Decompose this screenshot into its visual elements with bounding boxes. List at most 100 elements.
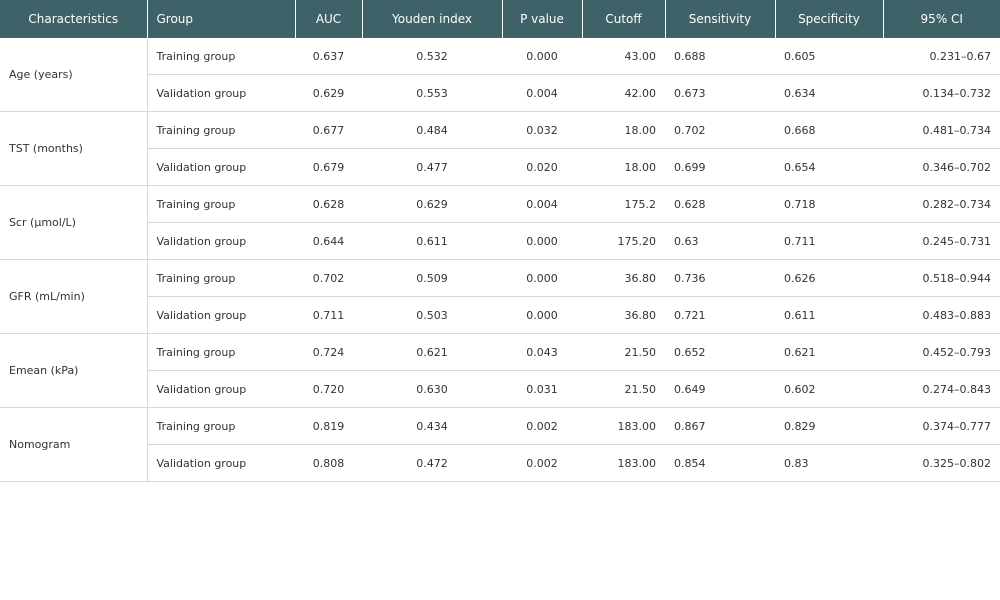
ci-cell: 0.245–0.731 <box>883 222 1000 260</box>
specificity-cell: 0.621 <box>775 333 883 371</box>
p-value-cell: 0.002 <box>502 407 582 445</box>
header-row: Characteristics Group AUC Youden index P… <box>0 0 1000 38</box>
group-cell: Validation group <box>147 444 295 482</box>
table-row: Age (years) Training group 0.637 0.532 0… <box>0 38 1000 112</box>
cutoff-cell: 183.00 <box>582 407 665 445</box>
characteristic-cell: Age (years) <box>0 38 148 112</box>
group-cell: Validation group <box>147 222 295 260</box>
results-table: Characteristics Group AUC Youden index P… <box>0 0 1000 482</box>
group-cell: Training group <box>147 333 295 371</box>
p-value-cell: 0.020 <box>502 148 582 186</box>
ci-cell: 0.374–0.777 <box>883 407 1000 445</box>
ci-cell: 0.282–0.734 <box>883 185 1000 223</box>
group-cell: Training group <box>147 111 295 149</box>
p-value-cell: 0.000 <box>502 38 582 75</box>
ci-cell: 0.346–0.702 <box>883 148 1000 186</box>
sensitivity-cell: 0.721 <box>665 296 775 334</box>
auc-cell: 0.644 <box>295 222 362 260</box>
characteristic-cell: Emean (kPa) <box>0 333 148 408</box>
cutoff-cell: 36.80 <box>582 296 665 334</box>
youden-cell: 0.434 <box>362 407 502 445</box>
group-cell: Validation group <box>147 148 295 186</box>
ci-cell: 0.325–0.802 <box>883 444 1000 482</box>
sensitivity-cell: 0.867 <box>665 407 775 445</box>
sensitivity-cell: 0.652 <box>665 333 775 371</box>
table-row: TST (months) Training group 0.677 0.484 … <box>0 111 1000 186</box>
specificity-cell: 0.611 <box>775 296 883 334</box>
header-specificity: Specificity <box>775 0 884 38</box>
table-row: Validation group 0.644 0.611 0.000 175.2… <box>0 222 1000 260</box>
p-value-cell: 0.031 <box>502 370 582 408</box>
header-youden-index: Youden index <box>362 0 503 38</box>
auc-cell: 0.720 <box>295 370 362 408</box>
p-value-cell: 0.002 <box>502 444 582 482</box>
group-cell: Training group <box>147 407 295 445</box>
table-row: Validation group 0.808 0.472 0.002 183.0… <box>0 444 1000 482</box>
header-characteristics: Characteristics <box>0 0 148 38</box>
auc-cell: 0.629 <box>295 74 362 112</box>
group-cell: Validation group <box>147 296 295 334</box>
sensitivity-cell: 0.736 <box>665 259 775 297</box>
header-cutoff: Cutoff <box>582 0 666 38</box>
p-value-cell: 0.032 <box>502 111 582 149</box>
sensitivity-cell: 0.63 <box>665 222 775 260</box>
sensitivity-cell: 0.688 <box>665 38 775 75</box>
ci-cell: 0.481–0.734 <box>883 111 1000 149</box>
header-group: Group <box>147 0 296 38</box>
youden-cell: 0.553 <box>362 74 502 112</box>
youden-cell: 0.611 <box>362 222 502 260</box>
header-sensitivity: Sensitivity <box>665 0 776 38</box>
table-row: Validation group 0.629 0.553 0.004 42.00… <box>0 74 1000 112</box>
ci-cell: 0.231–0.67 <box>883 38 1000 75</box>
specificity-cell: 0.711 <box>775 222 883 260</box>
auc-cell: 0.724 <box>295 333 362 371</box>
ci-cell: 0.452–0.793 <box>883 333 1000 371</box>
specificity-cell: 0.605 <box>775 38 883 75</box>
table-row: Scr (μmol/L) Training group 0.628 0.629 … <box>0 185 1000 260</box>
specificity-cell: 0.602 <box>775 370 883 408</box>
youden-cell: 0.477 <box>362 148 502 186</box>
cutoff-cell: 43.00 <box>582 38 665 75</box>
youden-cell: 0.484 <box>362 111 502 149</box>
sensitivity-cell: 0.854 <box>665 444 775 482</box>
table-row: Validation group 0.679 0.477 0.020 18.00… <box>0 148 1000 186</box>
characteristic-cell: GFR (mL/min) <box>0 259 148 334</box>
p-value-cell: 0.000 <box>502 296 582 334</box>
ci-cell: 0.134–0.732 <box>883 74 1000 112</box>
specificity-cell: 0.668 <box>775 111 883 149</box>
cutoff-cell: 42.00 <box>582 74 665 112</box>
auc-cell: 0.628 <box>295 185 362 223</box>
sensitivity-cell: 0.702 <box>665 111 775 149</box>
p-value-cell: 0.000 <box>502 259 582 297</box>
auc-cell: 0.808 <box>295 444 362 482</box>
p-value-cell: 0.004 <box>502 74 582 112</box>
cutoff-cell: 18.00 <box>582 111 665 149</box>
header-auc: AUC <box>295 0 363 38</box>
table-row: GFR (mL/min) Training group 0.702 0.509 … <box>0 259 1000 334</box>
specificity-cell: 0.654 <box>775 148 883 186</box>
youden-cell: 0.621 <box>362 333 502 371</box>
table-row: Validation group 0.720 0.630 0.031 21.50… <box>0 370 1000 408</box>
characteristic-cell: Scr (μmol/L) <box>0 185 148 260</box>
auc-cell: 0.711 <box>295 296 362 334</box>
youden-cell: 0.509 <box>362 259 502 297</box>
auc-cell: 0.637 <box>295 38 362 75</box>
cutoff-cell: 183.00 <box>582 444 665 482</box>
auc-cell: 0.702 <box>295 259 362 297</box>
cutoff-cell: 175.2 <box>582 185 665 223</box>
specificity-cell: 0.626 <box>775 259 883 297</box>
ci-cell: 0.274–0.843 <box>883 370 1000 408</box>
group-cell: Training group <box>147 38 295 75</box>
youden-cell: 0.472 <box>362 444 502 482</box>
p-value-cell: 0.043 <box>502 333 582 371</box>
group-cell: Validation group <box>147 370 295 408</box>
table-row: Validation group 0.711 0.503 0.000 36.80… <box>0 296 1000 334</box>
cutoff-cell: 21.50 <box>582 370 665 408</box>
ci-cell: 0.483–0.883 <box>883 296 1000 334</box>
specificity-cell: 0.634 <box>775 74 883 112</box>
cutoff-cell: 36.80 <box>582 259 665 297</box>
cutoff-cell: 21.50 <box>582 333 665 371</box>
specificity-cell: 0.829 <box>775 407 883 445</box>
characteristic-cell: Nomogram <box>0 407 148 482</box>
sensitivity-cell: 0.699 <box>665 148 775 186</box>
